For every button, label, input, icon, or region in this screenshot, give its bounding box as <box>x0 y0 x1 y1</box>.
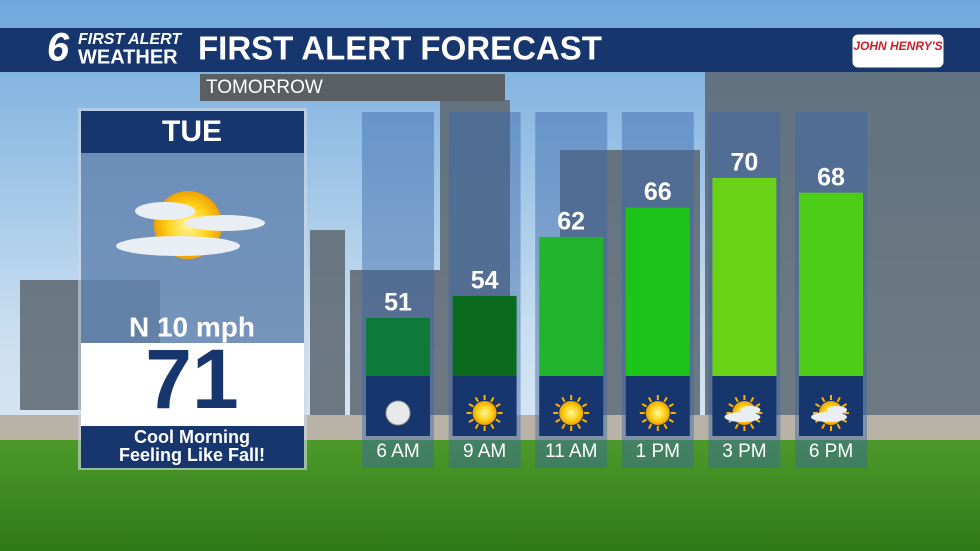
sun <box>559 401 584 425</box>
day-icon <box>116 191 265 259</box>
hour-icon <box>724 395 763 431</box>
sun-ray <box>750 396 755 403</box>
bar <box>625 207 690 376</box>
sun-ray <box>821 396 826 403</box>
sun-ray <box>468 418 474 423</box>
time-label: 6 AM <box>376 441 419 462</box>
sun <box>645 401 670 425</box>
sun-ray <box>474 396 479 403</box>
time-label: 6 PM <box>809 441 853 462</box>
hour-icon <box>811 395 849 431</box>
sun-ray <box>647 396 653 403</box>
sun-ray <box>734 396 739 403</box>
bar <box>712 177 777 376</box>
time-label: 3 PM <box>722 441 766 462</box>
logo-text: WEATHER <box>78 46 178 68</box>
bar <box>366 318 430 376</box>
sun <box>472 401 497 425</box>
sun-ray <box>814 403 821 408</box>
time-label: 1 PM <box>636 441 680 462</box>
bar <box>452 295 517 376</box>
value-label: 54 <box>471 266 499 294</box>
sun-ray <box>581 418 588 423</box>
sponsor-logo <box>851 33 945 69</box>
sponsor: JOHN HENRY'S <box>853 39 942 53</box>
sun-ray <box>468 403 474 408</box>
sun-ray <box>755 403 761 408</box>
subtitle-bar <box>200 74 505 101</box>
sun-ray <box>641 403 648 408</box>
high-temp: 71 <box>145 332 238 426</box>
caption: Feeling Like Fall! <box>119 445 265 465</box>
sun-ray <box>495 403 501 408</box>
sun-ray <box>561 423 566 430</box>
value-label: 62 <box>557 208 585 236</box>
caption-box <box>81 426 304 468</box>
logo-number: 6 <box>47 26 70 70</box>
bar <box>539 236 604 376</box>
time-label: 9 AM <box>463 441 506 462</box>
logo-text: FIRST ALERT <box>78 31 182 48</box>
value-label: 51 <box>384 289 412 317</box>
sun-ray <box>668 403 674 408</box>
sun-ray <box>576 396 582 403</box>
caption: Cool Morning <box>134 427 250 447</box>
sun-ray <box>663 396 668 403</box>
cloud <box>827 406 847 414</box>
cloud <box>724 412 761 422</box>
bar <box>799 192 863 376</box>
sun-ray <box>474 423 479 430</box>
cloud <box>740 406 761 414</box>
day: TUE <box>162 115 222 148</box>
high-box <box>81 343 304 426</box>
header-bar <box>0 28 980 72</box>
value-label: 66 <box>644 178 672 206</box>
wind: N 10 mph <box>129 311 255 342</box>
sun-ray <box>750 423 755 430</box>
sun-ray <box>490 423 495 430</box>
value-label: 70 <box>730 149 758 177</box>
sun-ray <box>555 403 561 408</box>
sun-ray <box>555 418 561 423</box>
hour-icon <box>553 395 590 431</box>
sun-ray <box>836 423 841 430</box>
sun-ray <box>581 403 588 408</box>
cloud <box>811 412 847 422</box>
sun-ray <box>821 423 826 430</box>
hour-icon <box>466 395 503 431</box>
sun-ray <box>561 396 566 403</box>
value-label: 68 <box>817 163 845 191</box>
hour-icon <box>639 395 676 431</box>
sun-ray <box>495 418 501 423</box>
title: FIRST ALERT FORECAST <box>198 30 602 67</box>
hour-icon <box>385 400 411 426</box>
subtitle: TOMORROW <box>206 77 323 98</box>
day-header <box>81 111 304 153</box>
sun-ray <box>734 423 739 430</box>
sun-ray <box>663 423 668 430</box>
time-label: 11 AM <box>545 441 597 462</box>
sun-ray <box>728 403 734 408</box>
sun-ray <box>576 423 582 430</box>
sun-ray <box>841 403 848 408</box>
sun-ray <box>836 396 841 403</box>
sun-ray <box>668 418 674 423</box>
sun-ray <box>641 418 648 423</box>
sun-ray <box>490 396 495 403</box>
sun-ray <box>647 423 653 430</box>
moon <box>385 400 411 426</box>
